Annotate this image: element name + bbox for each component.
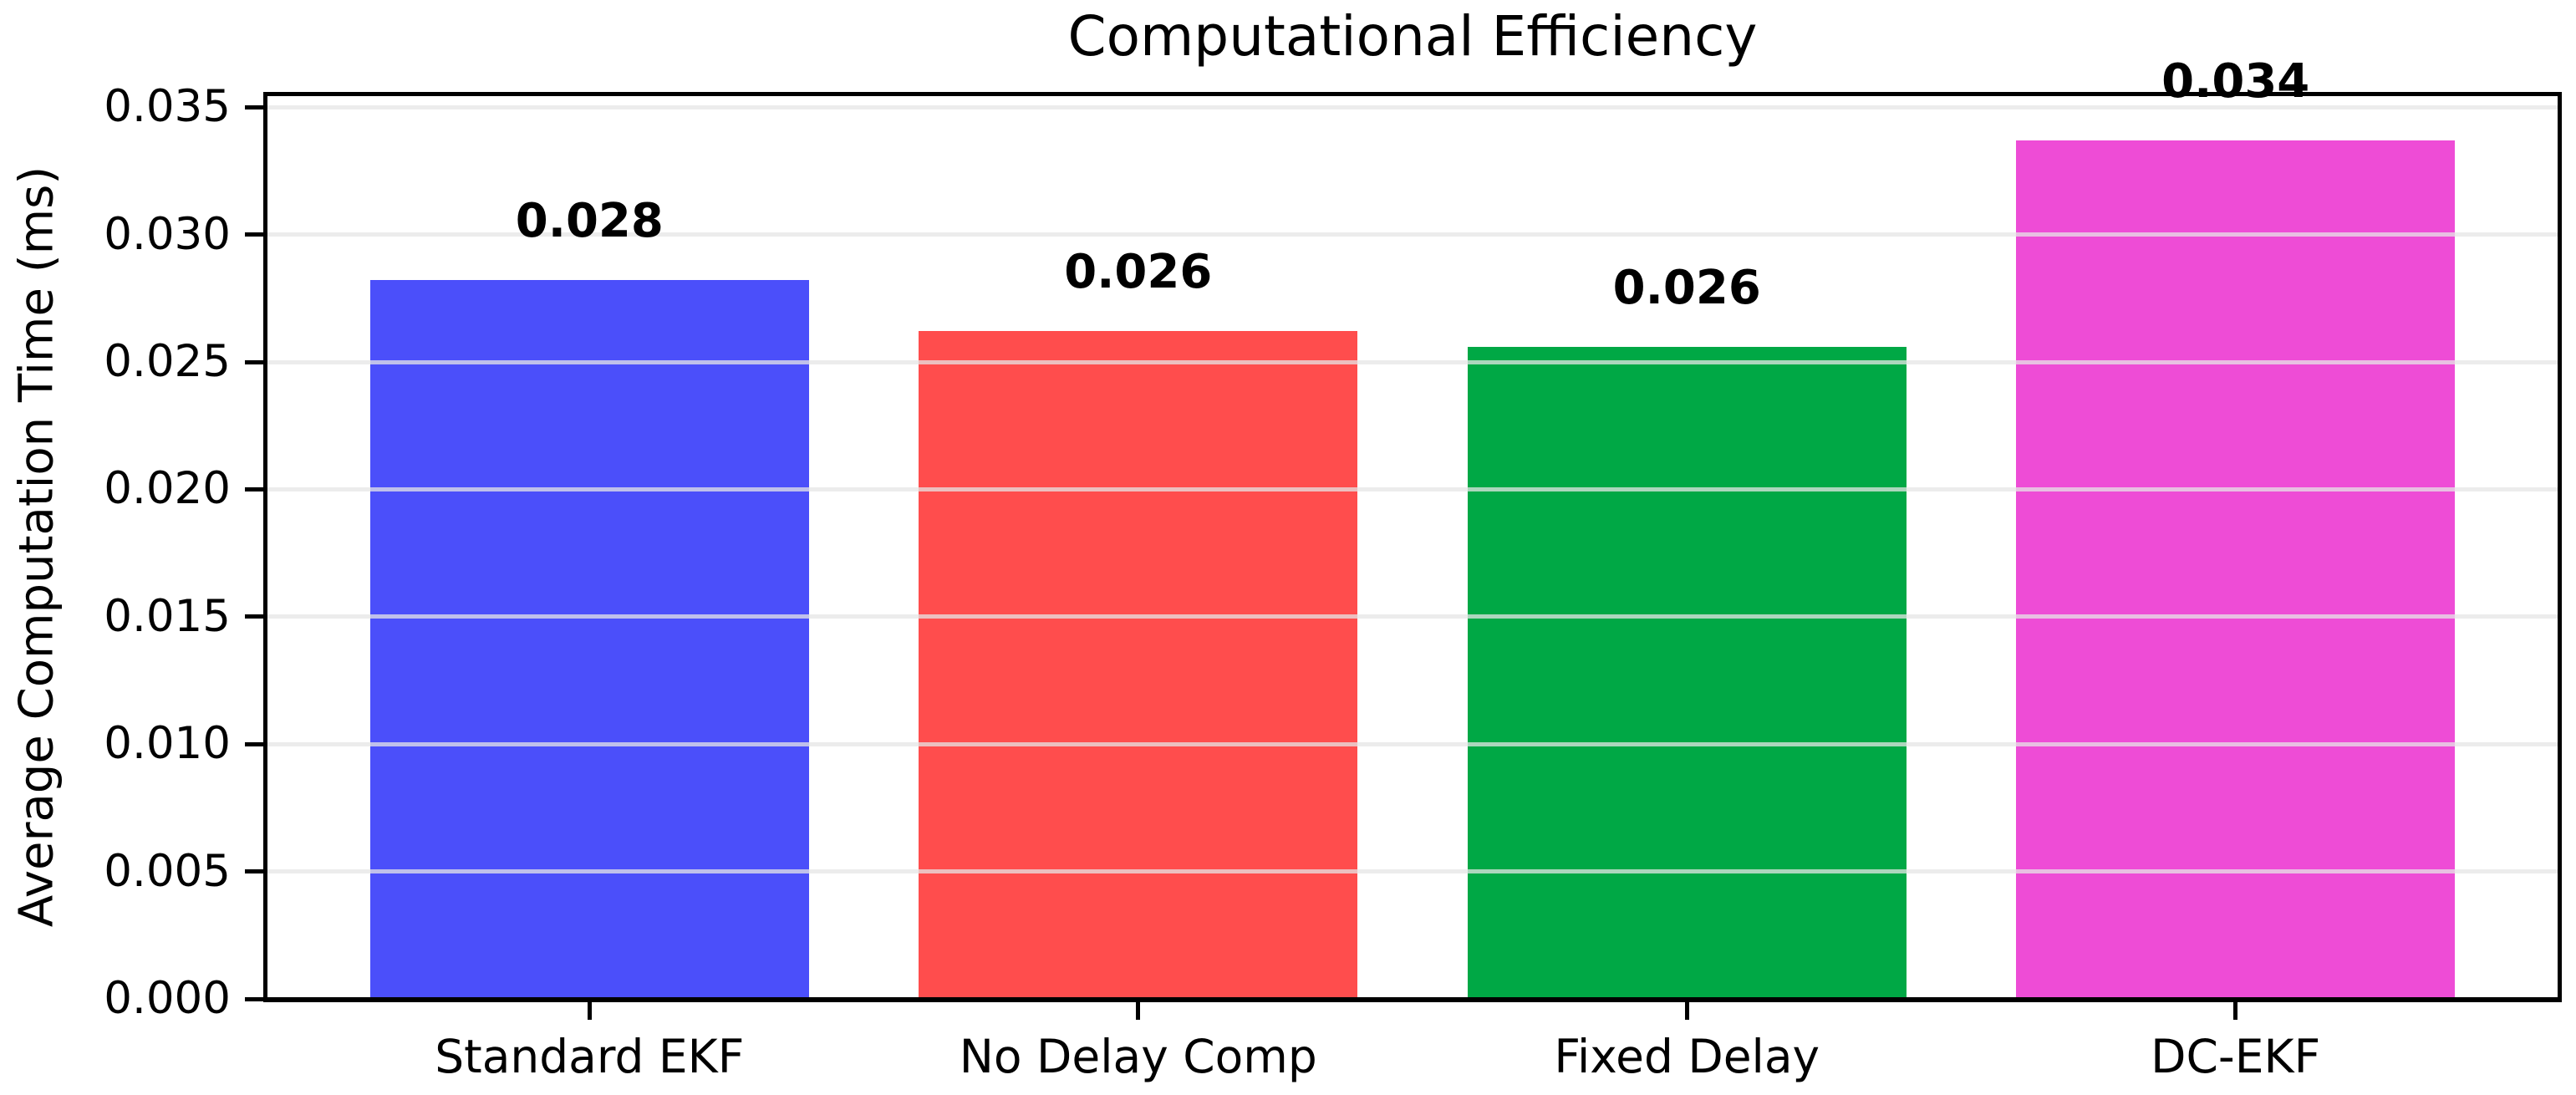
bar-dc-ekf — [2016, 140, 2456, 999]
gridline — [266, 359, 2559, 364]
y-tick-mark — [245, 104, 263, 110]
y-tick-label: 0.025 — [104, 336, 231, 388]
y-tick-mark — [245, 486, 263, 491]
x-tick-mark — [2233, 1001, 2238, 1020]
x-tick-mark — [1136, 1001, 1141, 1020]
y-tick-label: 0.015 — [104, 590, 231, 642]
x-tick-label: Standard EKF — [435, 1030, 745, 1083]
top-spine — [263, 92, 2562, 96]
y-tick-label: 0.000 — [104, 973, 231, 1024]
x-tick-label: DC-EKF — [2151, 1030, 2321, 1083]
y-tick-label: 0.010 — [104, 718, 231, 770]
x-tick-mark — [587, 1001, 592, 1020]
y-tick-label: 0.020 — [104, 463, 231, 515]
bar-value-label: 0.026 — [1064, 245, 1213, 300]
bar-fixed-delay — [1467, 346, 1907, 999]
x-tick-mark — [1684, 1001, 1689, 1020]
gridline — [266, 614, 2559, 619]
y-tick-mark — [245, 741, 263, 746]
right-spine — [2558, 92, 2562, 1002]
y-tick-mark — [245, 359, 263, 364]
y-tick-mark — [245, 232, 263, 237]
y-tick-label: 0.030 — [104, 208, 231, 260]
bar-value-label: 0.026 — [1612, 260, 1761, 315]
x-tick-label: Fixed Delay — [1554, 1030, 1820, 1083]
y-tick-mark — [245, 869, 263, 874]
y-tick-label: 0.035 — [104, 81, 231, 133]
y-tick-label: 0.005 — [104, 845, 231, 897]
bar-value-label: 0.028 — [515, 194, 664, 249]
y-tick-mark — [245, 996, 263, 1001]
x-axis-spine — [263, 997, 2562, 1002]
bar-value-label: 0.034 — [2161, 53, 2310, 109]
gridline — [266, 104, 2559, 110]
gridline — [266, 232, 2559, 237]
bar-standard-ekf — [369, 280, 809, 999]
y-axis-spine — [263, 92, 267, 1002]
chart-title: Computational Efficiency — [1067, 4, 1758, 69]
bar-no-delay-comp — [919, 331, 1358, 999]
y-tick-mark — [245, 614, 263, 619]
y-axis-label: Average Computation Time (ms) — [9, 166, 64, 928]
gridline — [266, 741, 2559, 746]
gridline — [266, 869, 2559, 874]
gridline — [266, 486, 2559, 491]
x-tick-label: No Delay Comp — [959, 1030, 1317, 1083]
